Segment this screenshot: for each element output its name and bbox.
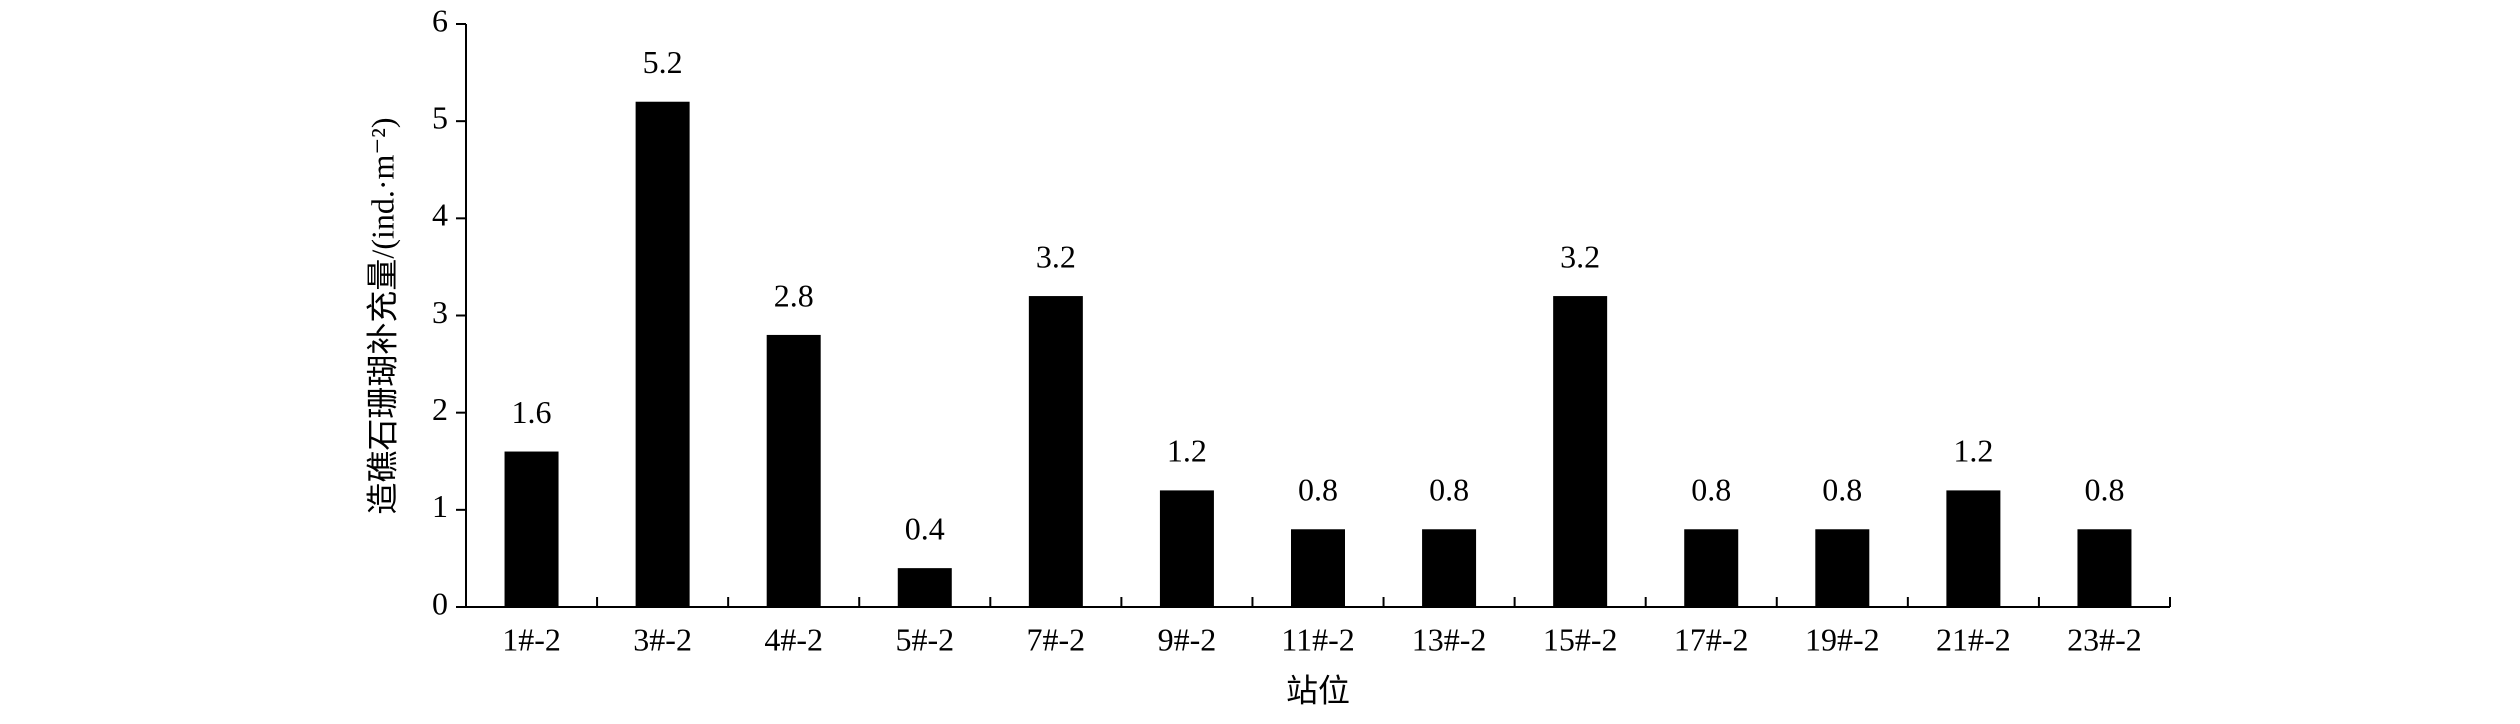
x-tick-label: 11#-2 xyxy=(1281,621,1354,657)
data-label: 0.8 xyxy=(1822,472,1862,508)
data-label: 0.8 xyxy=(1429,472,1469,508)
data-label: 0.8 xyxy=(1691,472,1731,508)
bar xyxy=(2077,529,2132,607)
data-label: 3.2 xyxy=(1560,238,1600,274)
bar xyxy=(1553,296,1608,607)
x-tick-label: 15#-2 xyxy=(1543,621,1618,657)
data-label: 5.2 xyxy=(643,44,683,80)
data-label: 1.2 xyxy=(1167,433,1207,469)
bar xyxy=(766,334,821,607)
bar xyxy=(504,451,559,607)
x-tick-label: 21#-2 xyxy=(1936,621,2011,657)
data-label: 0.8 xyxy=(1298,472,1338,508)
x-tick-label: 7#-2 xyxy=(1027,621,1086,657)
data-label: 2.8 xyxy=(774,277,814,313)
bar xyxy=(897,568,952,607)
bar xyxy=(1684,529,1739,607)
x-tick-label: 1#-2 xyxy=(502,621,561,657)
y-tick-label: 1 xyxy=(432,488,448,524)
y-axis-label: 造礁石珊瑚补充量/(ind.·m⁻²) xyxy=(364,117,400,514)
x-tick-label: 23#-2 xyxy=(2067,621,2142,657)
y-tick-label: 4 xyxy=(432,197,448,233)
y-tick-label: 5 xyxy=(432,100,448,136)
data-label: 1.6 xyxy=(512,394,552,430)
bar xyxy=(1159,490,1214,607)
x-tick-label: 13#-2 xyxy=(1412,621,1487,657)
bar xyxy=(1291,529,1345,607)
y-tick-label: 2 xyxy=(432,391,448,427)
bar xyxy=(1028,296,1083,607)
data-label: 0.4 xyxy=(905,510,945,546)
x-tick-label: 5#-2 xyxy=(895,621,954,657)
y-tick-label: 6 xyxy=(432,2,448,38)
data-label: 3.2 xyxy=(1036,238,1076,274)
x-tick-label: 9#-2 xyxy=(1158,621,1217,657)
x-tick-label: 17#-2 xyxy=(1674,621,1749,657)
y-tick-label: 0 xyxy=(432,585,448,621)
bar xyxy=(1815,529,1870,607)
bar xyxy=(635,101,690,607)
data-label: 1.2 xyxy=(1953,433,1993,469)
x-axis-label: 站位 xyxy=(1286,672,1350,708)
x-tick-label: 4#-2 xyxy=(764,621,823,657)
y-tick-label: 3 xyxy=(432,294,448,330)
x-tick-label: 3#-2 xyxy=(633,621,692,657)
bar xyxy=(1946,490,2001,607)
data-label: 0.8 xyxy=(2084,472,2124,508)
bar xyxy=(1422,529,1477,607)
x-tick-label: 19#-2 xyxy=(1805,621,1880,657)
